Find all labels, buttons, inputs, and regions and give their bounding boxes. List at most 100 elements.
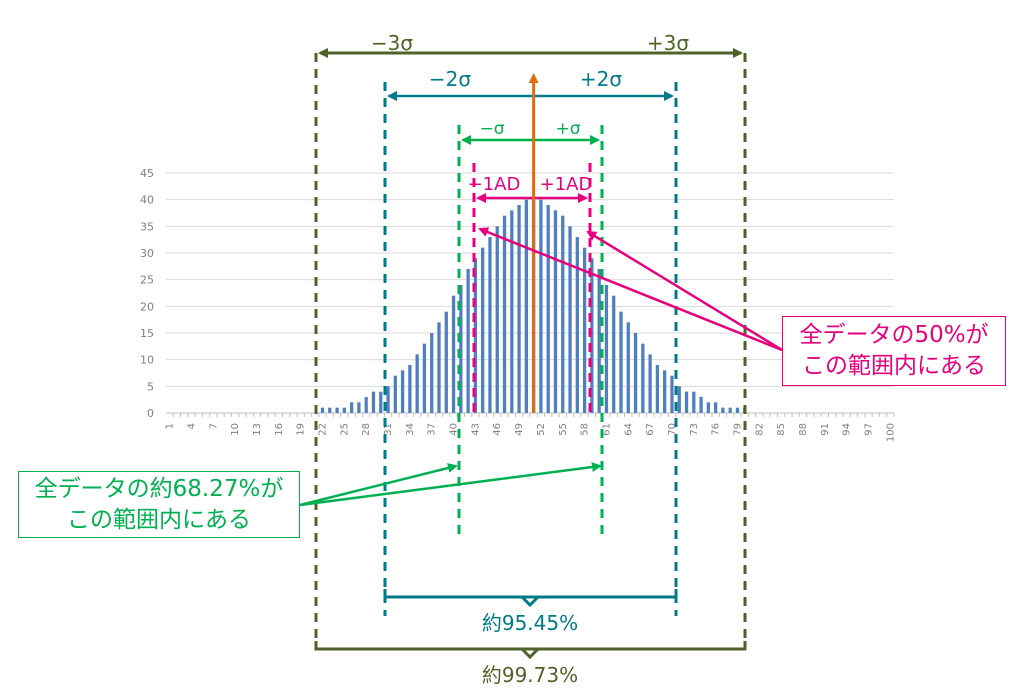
x-tick-label-64: 64 [623, 423, 634, 436]
x-tick-label-94: 94 [842, 423, 853, 436]
x-tick-label-40: 40 [449, 423, 460, 436]
y-tick-label-20: 20 [140, 300, 154, 313]
y-tick-label-35: 35 [140, 220, 154, 233]
bar-25 [342, 407, 346, 413]
sigma3-brace [314, 641, 747, 651]
bar-44 [481, 247, 485, 413]
bar-59 [590, 258, 594, 413]
pct-2sigma-label: 約95.45% [482, 611, 578, 635]
bar-55 [561, 215, 565, 413]
plus-2sigma-label: +2σ [580, 67, 622, 91]
bar-58 [582, 247, 587, 413]
bar-77 [721, 407, 725, 413]
bar-64 [626, 322, 630, 413]
x-tick-label-37: 37 [427, 423, 438, 436]
plus-1ad-label: +1AD [540, 174, 593, 195]
bar-39 [444, 311, 448, 413]
bar-79 [735, 407, 740, 413]
bar-30 [379, 391, 383, 413]
pct-3sigma-label: 約99.73% [482, 663, 578, 687]
bar-69 [663, 370, 667, 413]
x-tick-label-85: 85 [776, 423, 787, 436]
bar-35 [415, 354, 419, 413]
bar-52 [539, 199, 543, 413]
x-tick-label-73: 73 [689, 423, 700, 436]
bar-48 [510, 210, 514, 413]
x-tick-label-79: 79 [732, 423, 743, 436]
bar-26 [350, 402, 354, 413]
bar-56 [568, 226, 572, 413]
y-tick-label-0: 0 [147, 407, 154, 420]
minus-2sigma-label: −2σ [429, 67, 471, 91]
x-tick-label-46: 46 [492, 423, 503, 436]
x-tick-label-67: 67 [645, 423, 656, 436]
x-tick-label-52: 52 [536, 423, 547, 436]
bar-27 [357, 402, 361, 413]
callout-ad-line1: 全データの50%が [799, 322, 989, 348]
plus-1sigma-label: +σ [555, 119, 580, 139]
y-tick-label-45: 45 [140, 167, 154, 180]
bar-49 [517, 205, 521, 413]
sigma-overlays [299, 48, 783, 660]
bar-36 [422, 343, 427, 413]
bar-61 [604, 285, 609, 413]
y-tick-label-30: 30 [140, 247, 154, 260]
bar-37 [430, 333, 434, 413]
bar-53 [546, 205, 550, 413]
bar-71 [677, 386, 681, 413]
plus-3sigma-label: +3σ [647, 31, 689, 55]
callout-ad-line2: この範囲内にある [802, 353, 986, 379]
bar-41 [459, 285, 463, 413]
ad-leader-left [478, 227, 783, 352]
bar-60 [597, 269, 601, 413]
x-tick-label-25: 25 [339, 423, 350, 436]
bar-32 [393, 375, 397, 413]
bar-68 [655, 365, 660, 413]
sigma1-leader-right [299, 462, 602, 507]
bar-62 [612, 295, 616, 413]
x-tick-label-49: 49 [514, 423, 525, 436]
minus-1ad-label: −1AD [468, 174, 521, 195]
bar-46 [495, 226, 499, 413]
x-tick-label-100: 100 [885, 423, 896, 442]
sigma2-brace-tip [520, 595, 540, 608]
bar-54 [553, 210, 558, 413]
bar-72 [684, 391, 689, 413]
x-tick-label-70: 70 [667, 423, 678, 436]
bar-47 [502, 215, 507, 413]
bar-66 [641, 343, 645, 413]
bar-38 [437, 322, 441, 413]
bar-74 [699, 397, 703, 413]
x-tick-label-13: 13 [252, 423, 263, 436]
y-tick-label-10: 10 [140, 354, 154, 367]
bar-33 [400, 370, 405, 413]
minus-3sigma-label: −3σ [371, 31, 413, 55]
x-tick-label-19: 19 [296, 423, 307, 436]
x-tick-label-88: 88 [798, 423, 809, 436]
bar-31 [386, 386, 390, 413]
callout-sigma1-line2: この範囲内にある [67, 507, 251, 533]
x-tick-label-55: 55 [558, 423, 569, 436]
sigma3-brace-tip [520, 647, 540, 660]
bar-78 [728, 407, 732, 413]
y-axis-labels: 0 5 10 15 20 25 30 35 40 45 [140, 167, 154, 420]
x-tick-label-97: 97 [864, 423, 875, 436]
x-tick-label-28: 28 [361, 423, 372, 436]
x-tick-label-34: 34 [405, 423, 416, 436]
x-tick-label-7: 7 [208, 423, 219, 429]
ad-leader-right [586, 230, 783, 352]
x-tick-label-91: 91 [820, 423, 831, 436]
bar-22 [320, 407, 325, 413]
x-tick-label-61: 61 [601, 423, 612, 436]
x-tick-label-82: 82 [754, 423, 765, 436]
bar-57 [575, 237, 579, 413]
callout-ad-range: 全データの50%が この範囲内にある [782, 316, 1006, 386]
x-tick-label-10: 10 [230, 423, 241, 436]
minus-1sigma-label: −σ [479, 119, 504, 139]
x-tick-label-31: 31 [383, 423, 394, 436]
callout-sigma1-range: 全データの約68.27%が この範囲内にある [18, 471, 300, 538]
bar-40 [451, 295, 456, 413]
x-tick-label-43: 43 [470, 423, 481, 436]
bar-70 [670, 375, 674, 413]
bar-63 [619, 311, 623, 413]
